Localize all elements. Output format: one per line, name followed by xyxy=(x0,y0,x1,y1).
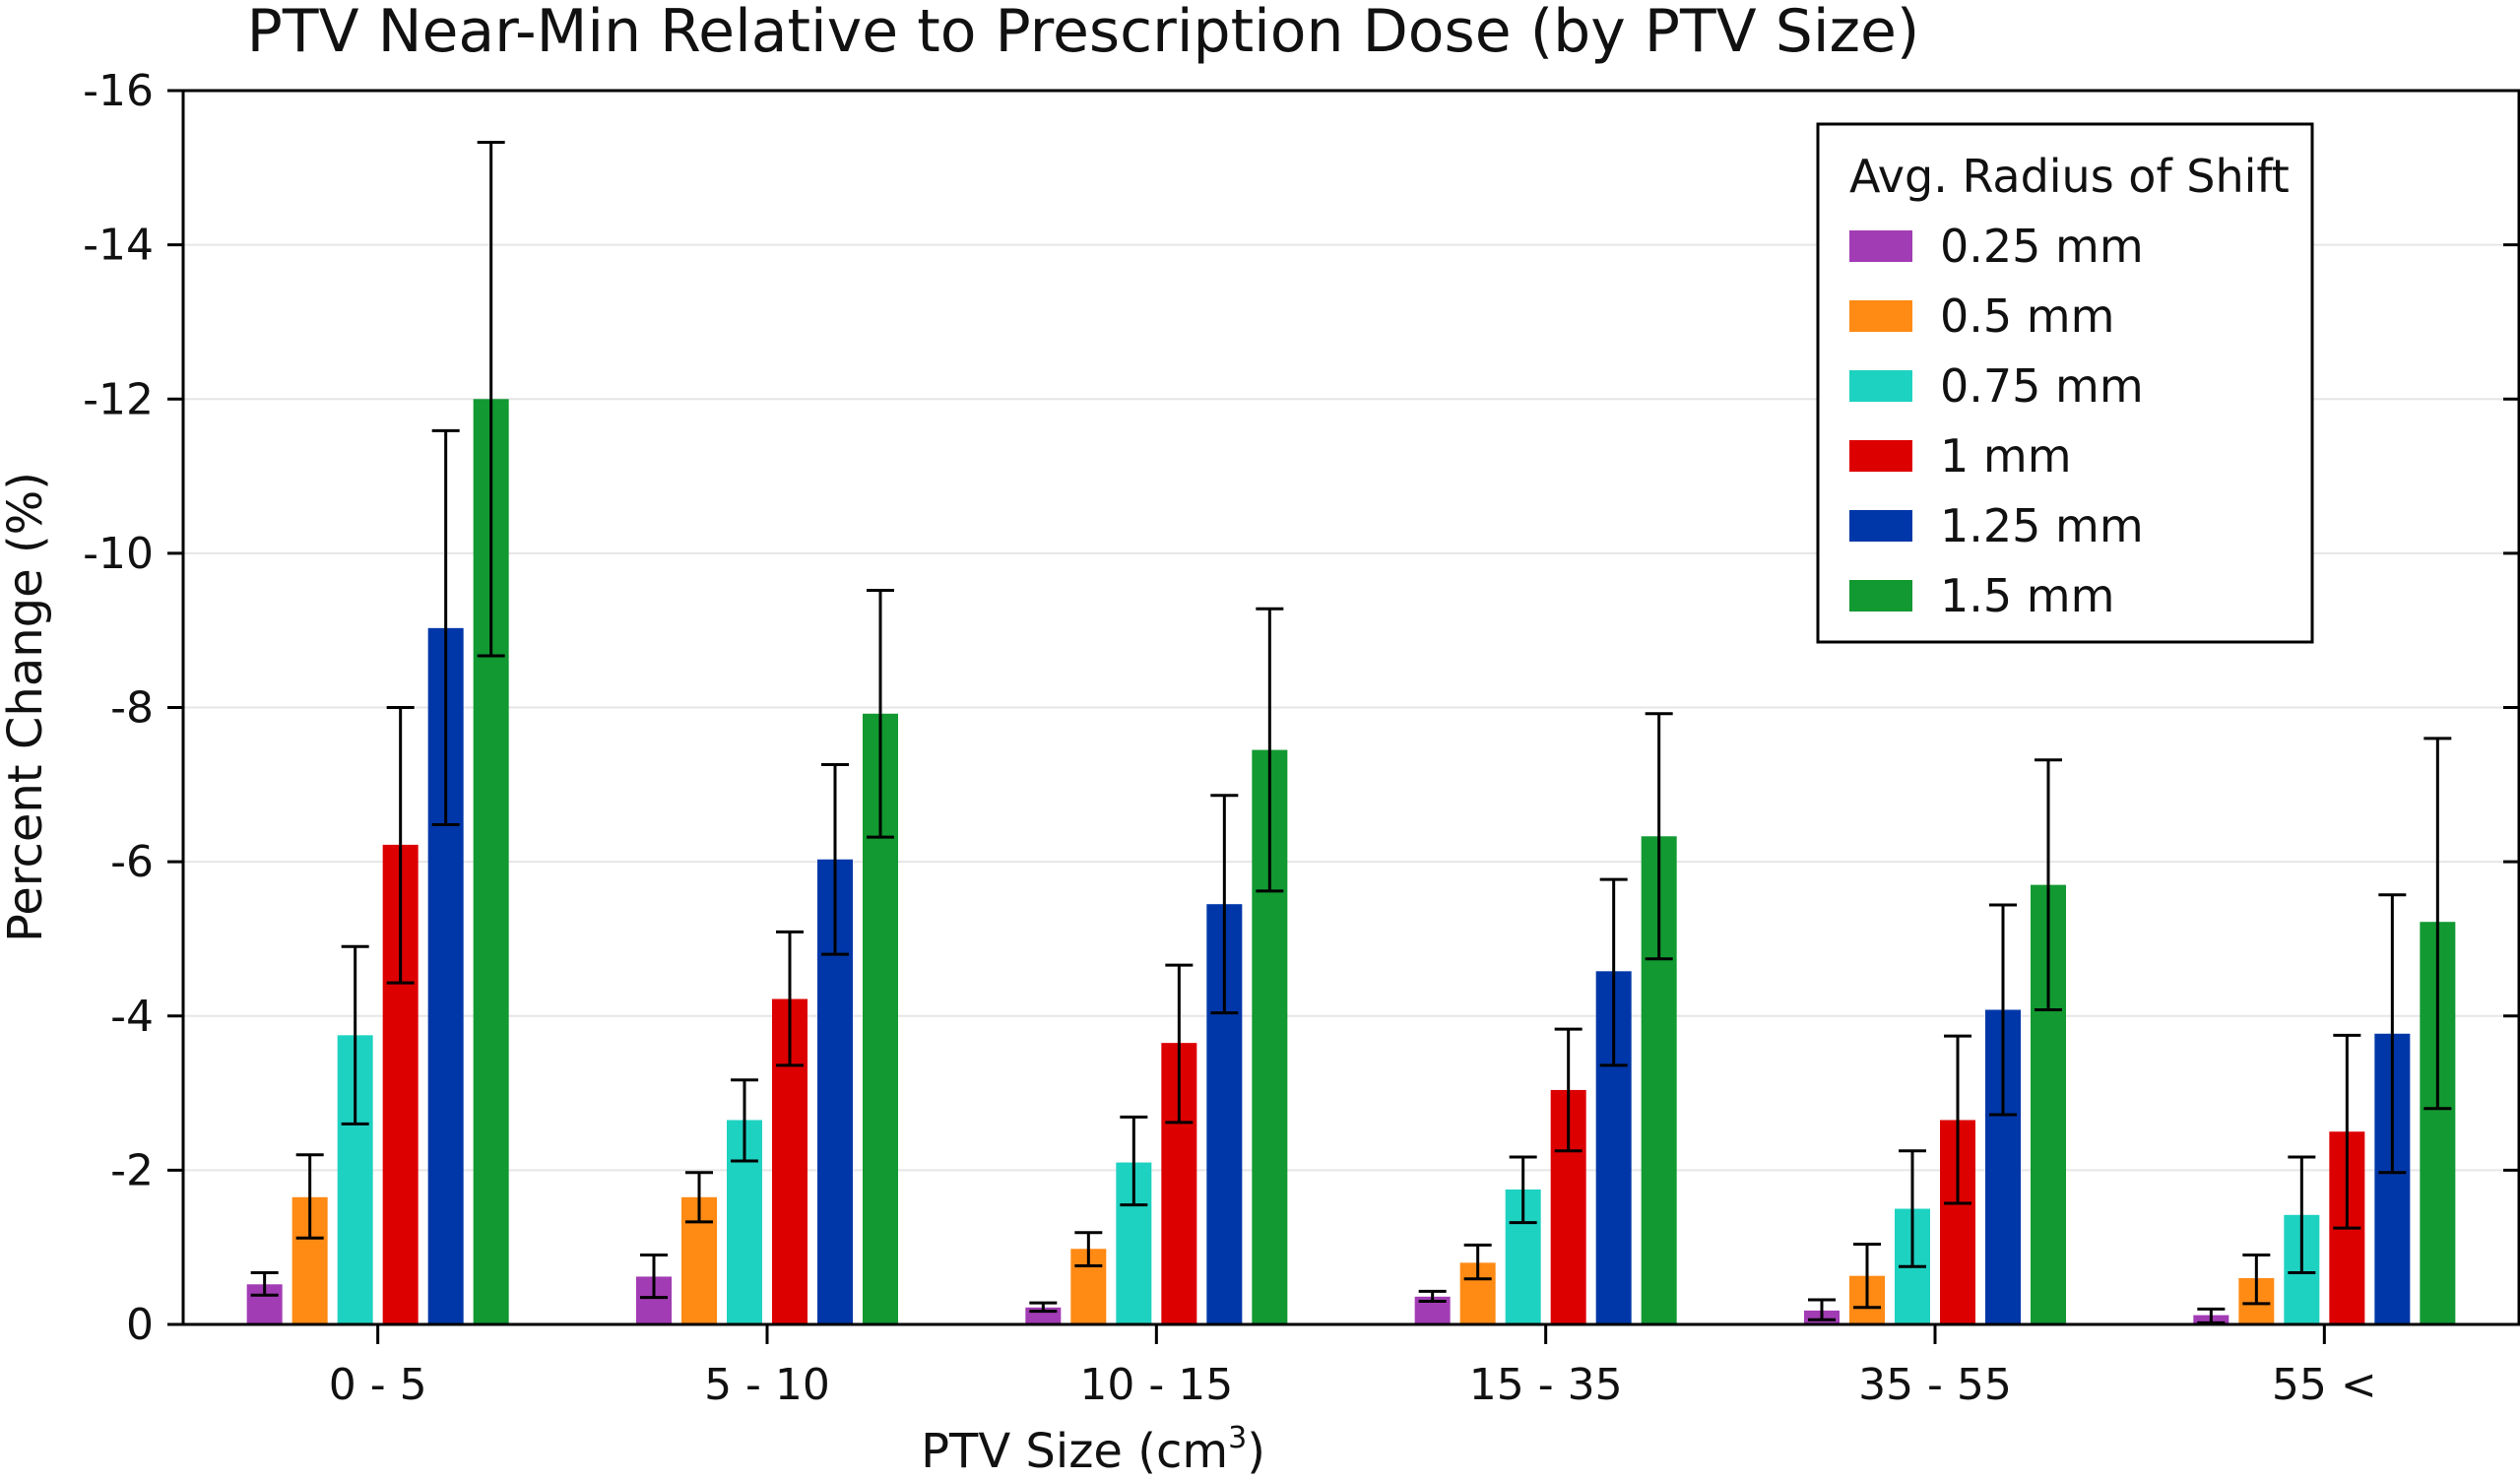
y-tick-label: 0 xyxy=(126,1300,154,1350)
y-tick-label: -10 xyxy=(83,529,154,579)
y-tick-label: -12 xyxy=(83,374,154,424)
y-axis: 0 -2 -4 -6 -8 -10 -12 -14 -16 xyxy=(83,66,2519,1350)
legend: Avg. Radius of Shift 0.25 mm 0.5 mm 0.75 m… xyxy=(1816,122,2314,644)
y-tick-label: -16 xyxy=(83,66,154,116)
legend-label: 0.5 mm xyxy=(1940,290,2114,343)
legend-swatch xyxy=(1849,510,1912,542)
legend-swatch xyxy=(1849,370,1912,402)
x-axis: 0 - 5 5 - 10 10 - 15 15 - 35 35 - 55 55 < xyxy=(329,1324,2377,1410)
y-tick-label: -14 xyxy=(83,221,154,271)
legend-swatch xyxy=(1849,300,1912,332)
legend-swatch xyxy=(1849,440,1912,472)
legend-label: 1 mm xyxy=(1940,429,2072,483)
x-tick-label: 15 - 35 xyxy=(1469,1360,1623,1410)
error-bars xyxy=(250,140,2452,1324)
x-tick-label: 5 - 10 xyxy=(704,1360,830,1410)
legend-label: 1.5 mm xyxy=(1940,569,2114,622)
y-tick-label: -8 xyxy=(110,683,154,734)
x-axis-label-suffix: ) xyxy=(1247,1424,1265,1479)
x-axis-label: PTV Size (cm3) xyxy=(921,1421,1265,1479)
legend-swatch xyxy=(1849,580,1912,611)
x-axis-label-text: PTV Size (cm xyxy=(921,1424,1228,1479)
legend-title: Avg. Radius of Shift xyxy=(1849,150,2290,203)
legend-label: 0.25 mm xyxy=(1940,220,2144,273)
x-axis-label-superscript: 3 xyxy=(1228,1421,1247,1455)
y-tick-label: -6 xyxy=(110,837,154,887)
legend-items: 0.25 mm 0.5 mm 0.75 mm 1 mm 1.25 mm 1.5 mm xyxy=(1849,220,2144,622)
y-tick-label: -4 xyxy=(110,992,154,1042)
x-tick-label: 55 < xyxy=(2272,1360,2377,1410)
x-tick-label: 35 - 55 xyxy=(1858,1360,2012,1410)
legend-swatch xyxy=(1849,230,1912,262)
x-tick-label: 0 - 5 xyxy=(329,1360,427,1410)
gridlines xyxy=(183,90,2519,1172)
y-tick-label: -2 xyxy=(110,1145,154,1195)
y-axis-label: Percent Change (%) xyxy=(0,472,53,942)
legend-label: 1.25 mm xyxy=(1940,499,2144,552)
x-tick-label: 10 - 15 xyxy=(1079,1360,1233,1410)
chart-title: PTV Near-Min Relative to Prescription Do… xyxy=(247,0,1920,66)
legend-label: 0.75 mm xyxy=(1940,359,2144,413)
